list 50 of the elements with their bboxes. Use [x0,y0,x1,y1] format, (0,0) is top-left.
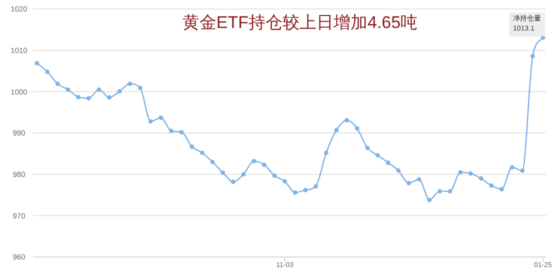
point [76,94,81,100]
point [66,87,70,92]
point [416,177,422,182]
point [334,128,339,132]
point [45,70,50,74]
point [55,82,60,86]
point [210,160,215,164]
point [282,179,288,184]
point [314,184,318,189]
chart-title: 黄金ETF持仓较上日增加4.65吨 [182,13,418,32]
point [530,54,535,58]
point [448,189,452,194]
point [241,172,246,177]
point [128,82,132,86]
point [292,190,298,195]
point [200,150,204,156]
point [252,158,256,164]
point [272,173,277,178]
point [148,119,153,124]
point [96,87,102,92]
point [190,144,194,149]
point [406,180,411,186]
point [396,168,401,173]
point [220,170,226,175]
point [458,170,463,174]
point [376,153,380,158]
point [324,150,328,156]
point [34,60,40,66]
point [510,165,514,170]
point [344,118,349,122]
point [262,162,266,168]
point [354,126,360,131]
point [107,95,112,100]
point [365,146,370,150]
point [86,96,91,100]
point [489,183,494,188]
point [520,168,525,173]
point [427,198,432,202]
point [117,89,122,94]
point [386,160,390,165]
point [478,176,484,181]
point [169,128,174,134]
point [158,116,164,120]
point [231,180,236,184]
point [303,188,308,192]
point [138,86,142,90]
point [179,130,184,134]
point [438,189,442,194]
point [499,187,504,192]
point [468,171,473,176]
